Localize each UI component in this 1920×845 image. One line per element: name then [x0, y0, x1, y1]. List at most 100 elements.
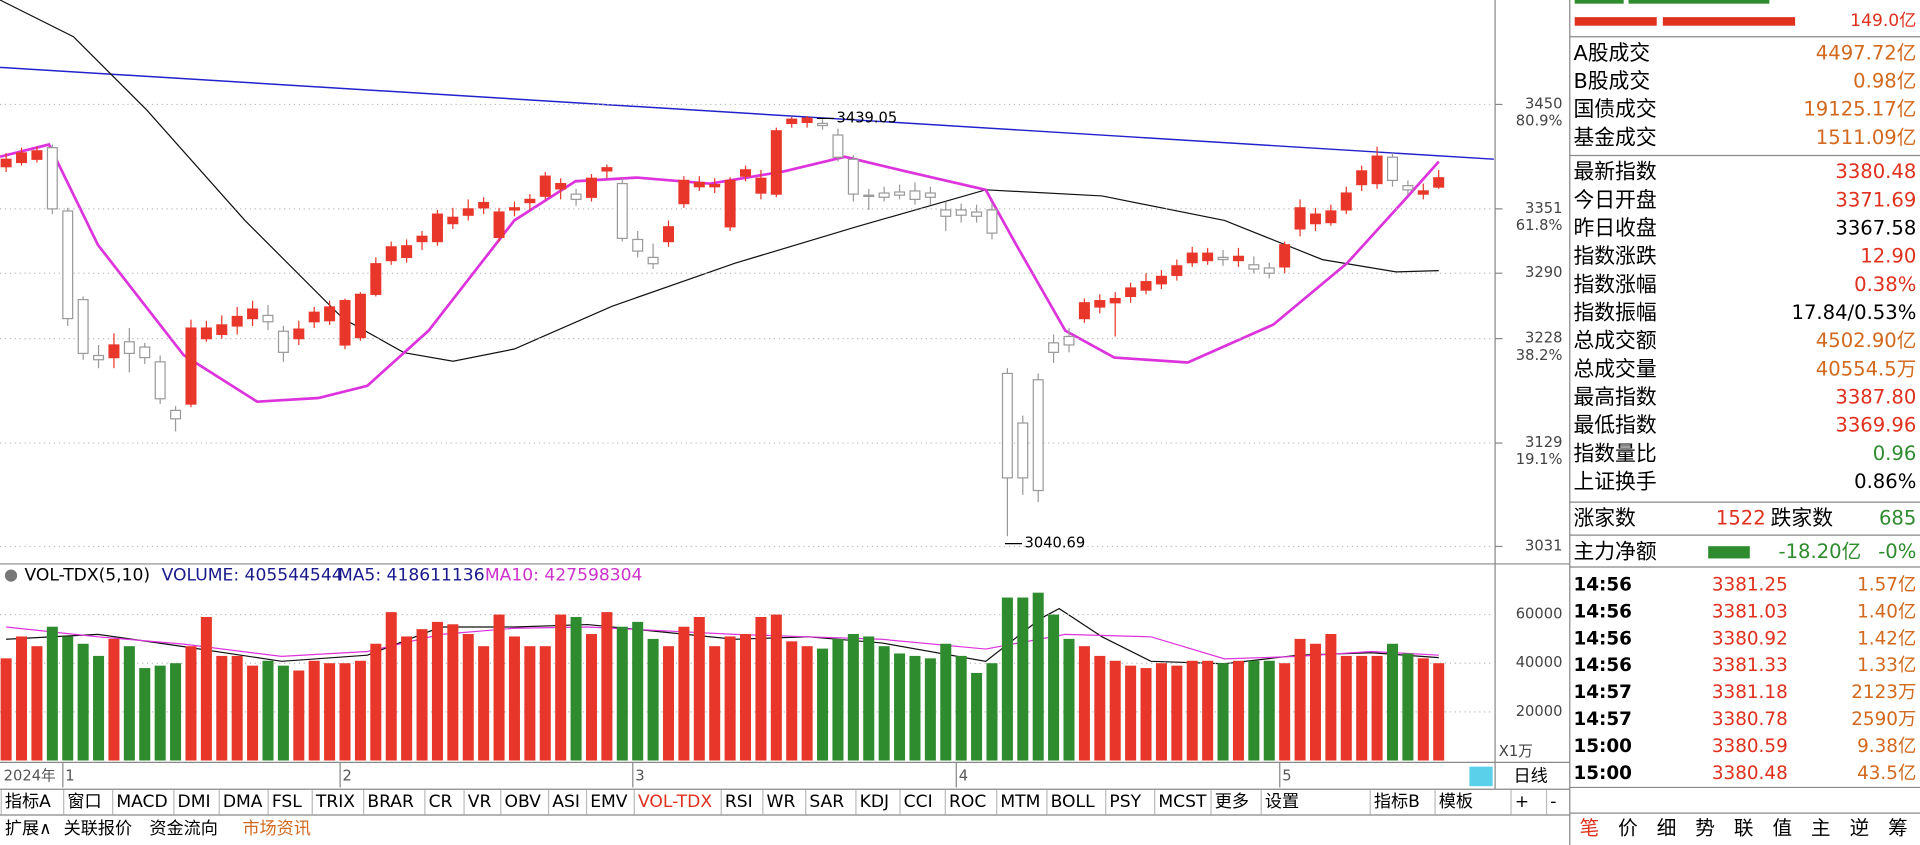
- bottom-tab[interactable]: 关联报价: [64, 819, 132, 839]
- toolbar-tab[interactable]: 指标A: [5, 792, 51, 812]
- toolbar-tab[interactable]: TRIX: [315, 792, 355, 812]
- toolbar-tab[interactable]: -: [1550, 792, 1556, 812]
- toolbar-tab[interactable]: +: [1515, 792, 1529, 812]
- bottom-tab[interactable]: 扩展∧: [5, 819, 52, 839]
- toolbar-tab[interactable]: EMV: [590, 792, 628, 812]
- stat-value: 12.90: [1860, 245, 1916, 268]
- panel-icon: [4, 569, 18, 582]
- volume-bar: [986, 663, 998, 761]
- volume-bar: [662, 646, 675, 761]
- toolbar-tab[interactable]: CR: [429, 792, 453, 812]
- tick-price: 3381.33: [1712, 655, 1788, 676]
- side-tab[interactable]: 势: [1695, 817, 1715, 840]
- toolbar-tab[interactable]: OBV: [504, 792, 541, 812]
- toolbar-tab[interactable]: PSY: [1109, 792, 1141, 812]
- stat-label: 最新指数: [1573, 160, 1656, 184]
- candle-body: [200, 327, 212, 340]
- toolbar-tab[interactable]: DMA: [223, 792, 263, 812]
- toolbar-tab[interactable]: CCI: [904, 792, 933, 812]
- side-tab[interactable]: 细: [1657, 817, 1677, 840]
- stat-label: 指数涨幅: [1573, 272, 1656, 296]
- candle-body: [93, 354, 105, 361]
- y-tick-label: 3351: [1525, 200, 1562, 217]
- toolbar-tab[interactable]: RSI: [725, 792, 753, 812]
- toolbar-tab[interactable]: BRAR: [367, 792, 414, 812]
- tick-price: 3380.59: [1712, 736, 1788, 757]
- trend-line: [0, 66, 1494, 160]
- toolbar-tab[interactable]: 设置: [1265, 792, 1299, 812]
- toolbar-tab[interactable]: 模板: [1439, 792, 1473, 812]
- candle-body: [293, 328, 305, 340]
- volume-bar: [1217, 663, 1229, 761]
- scroll-button[interactable]: [1469, 766, 1493, 787]
- stat-value: 19125.17亿: [1803, 98, 1916, 121]
- candle-body: [1078, 302, 1090, 320]
- candle-body: [185, 327, 197, 405]
- toolbar-tab[interactable]: VOL-TDX: [638, 792, 712, 812]
- candle-body: [693, 181, 705, 188]
- stat-label: 基金成交: [1573, 125, 1656, 149]
- volume-bar: [462, 634, 474, 761]
- x-tick-label: 4: [959, 767, 968, 784]
- candle-body: [447, 216, 459, 225]
- bottom-tab[interactable]: 市场资讯: [242, 819, 310, 839]
- side-tab[interactable]: 逆: [1850, 817, 1870, 840]
- y-tick-label: 20000: [1516, 703, 1563, 720]
- candle-body: [31, 150, 43, 160]
- candle-body: [170, 409, 182, 420]
- volume-bar: [493, 614, 505, 761]
- tick-time: 14:57: [1573, 682, 1631, 703]
- period-label[interactable]: 日线: [1513, 766, 1547, 786]
- toolbar-tab[interactable]: 更多: [1215, 792, 1249, 812]
- side-tab[interactable]: 笔: [1580, 817, 1600, 840]
- side-tab[interactable]: 筹: [1888, 817, 1908, 840]
- toolbar-tab[interactable]: VR: [468, 792, 492, 812]
- volume-bar: [632, 621, 644, 761]
- candle-body: [385, 246, 397, 262]
- volume-bar: [1340, 655, 1352, 761]
- tick-volume: 43.5亿: [1857, 763, 1916, 784]
- volume-bar: [431, 621, 443, 761]
- toolbar-tab[interactable]: DMI: [178, 792, 211, 812]
- volume-bar: [277, 665, 289, 761]
- candle-body: [1140, 281, 1152, 291]
- toolbar-tab[interactable]: WR: [767, 792, 796, 812]
- toolbar-tab[interactable]: 窗口: [67, 792, 101, 812]
- toolbar-tab[interactable]: 指标B: [1374, 792, 1420, 812]
- toolbar-tab[interactable]: MCST: [1158, 792, 1207, 812]
- tick-price: 3381.25: [1712, 574, 1788, 595]
- candle-body: [508, 207, 520, 211]
- y-tick-label: 60000: [1516, 606, 1563, 623]
- side-tab[interactable]: 主: [1811, 817, 1831, 840]
- volume-bar: [16, 636, 28, 761]
- side-tab[interactable]: 值: [1772, 817, 1792, 840]
- volume-bar: [1325, 634, 1337, 761]
- toolbar-tab[interactable]: KDJ: [860, 792, 889, 812]
- candle-body: [770, 130, 782, 195]
- candle-body: [1371, 155, 1383, 185]
- toolbar-tab[interactable]: BOLL: [1051, 792, 1095, 812]
- stat-value: 1511.09亿: [1816, 126, 1917, 149]
- candle-body: [1279, 244, 1291, 268]
- y-tick-label: 40000: [1516, 654, 1563, 671]
- tick-volume: 2123万: [1851, 682, 1916, 703]
- toolbar-tab[interactable]: ROC: [949, 792, 986, 812]
- tick-time: 14:56: [1573, 628, 1631, 649]
- stat-value: 0.96: [1873, 442, 1917, 465]
- toolbar-tab[interactable]: MACD: [116, 792, 167, 812]
- tick-price: 3380.48: [1712, 763, 1788, 784]
- volume-bar: [693, 616, 705, 761]
- candle-body: [16, 152, 28, 164]
- toolbar-tab[interactable]: ASI: [552, 792, 580, 812]
- flow-bar: [1574, 17, 1657, 26]
- flow-bar: [1628, 0, 1770, 4]
- toolbar-tab[interactable]: SAR: [809, 792, 844, 812]
- side-tab[interactable]: 价: [1618, 817, 1638, 840]
- flow-bar: [1574, 0, 1624, 4]
- volume-bar: [1371, 655, 1383, 761]
- bottom-tab[interactable]: 资金流向: [149, 819, 217, 839]
- toolbar-tab[interactable]: FSL: [272, 792, 302, 812]
- side-tab[interactable]: 联: [1734, 817, 1754, 840]
- toolbar-tab[interactable]: MTM: [1000, 792, 1040, 812]
